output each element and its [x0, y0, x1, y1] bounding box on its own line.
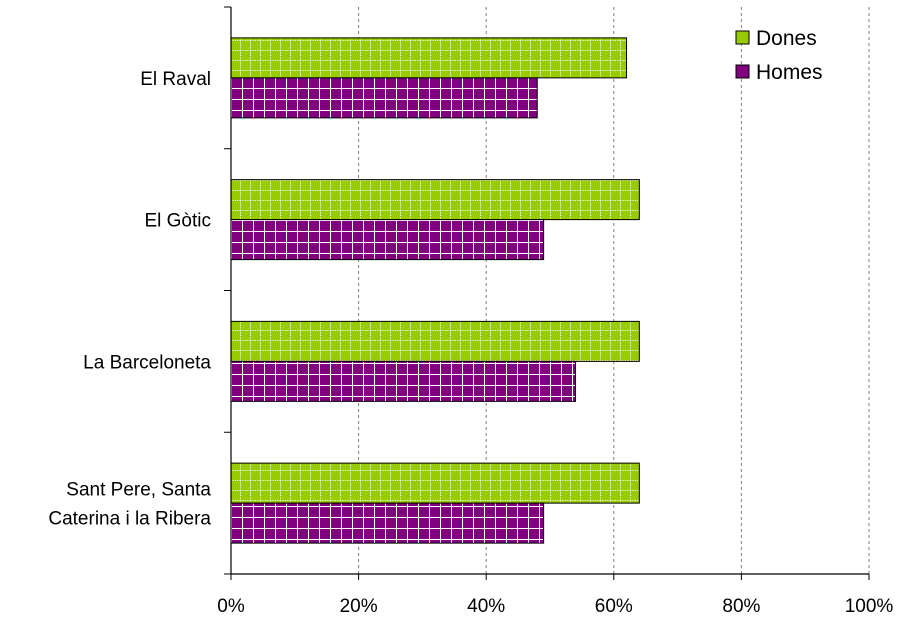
x-tick-label: 100% — [845, 596, 894, 617]
x-tick-label: 0% — [217, 596, 245, 617]
bar-homes — [230, 502, 545, 544]
bar-dones — [230, 320, 640, 362]
legend-swatch-dones — [735, 30, 750, 45]
labels: 0% 20% 40% 60% 80% 100% El Raval El Gòtic La Bar… — [48, 69, 893, 617]
category-label: El Gòtic — [144, 211, 211, 232]
gridlines — [358, 7, 870, 574]
bar-dones — [230, 462, 640, 504]
bar-homes — [230, 77, 538, 119]
axes — [224, 6, 870, 580]
bar-dones — [230, 179, 640, 221]
x-tick-label: 40% — [467, 596, 505, 617]
bar-homes — [230, 219, 545, 261]
bars — [230, 37, 640, 544]
bar-dones — [230, 37, 628, 79]
category-label: La Barceloneta — [83, 352, 211, 373]
x-tick-label: 20% — [340, 596, 378, 617]
category-label: El Raval — [140, 69, 211, 90]
x-tick-label: 60% — [595, 596, 633, 617]
category-label: Caterina i la Ribera — [48, 509, 211, 530]
x-tick-label: 80% — [722, 596, 760, 617]
category-label: Sant Pere, Santa — [66, 480, 211, 501]
legend-label-homes: Homes — [756, 61, 823, 84]
bar-homes — [230, 360, 577, 402]
legend: Dones Homes — [735, 27, 823, 84]
legend-swatch-homes — [735, 64, 750, 79]
legend-label-dones: Dones — [756, 27, 817, 50]
